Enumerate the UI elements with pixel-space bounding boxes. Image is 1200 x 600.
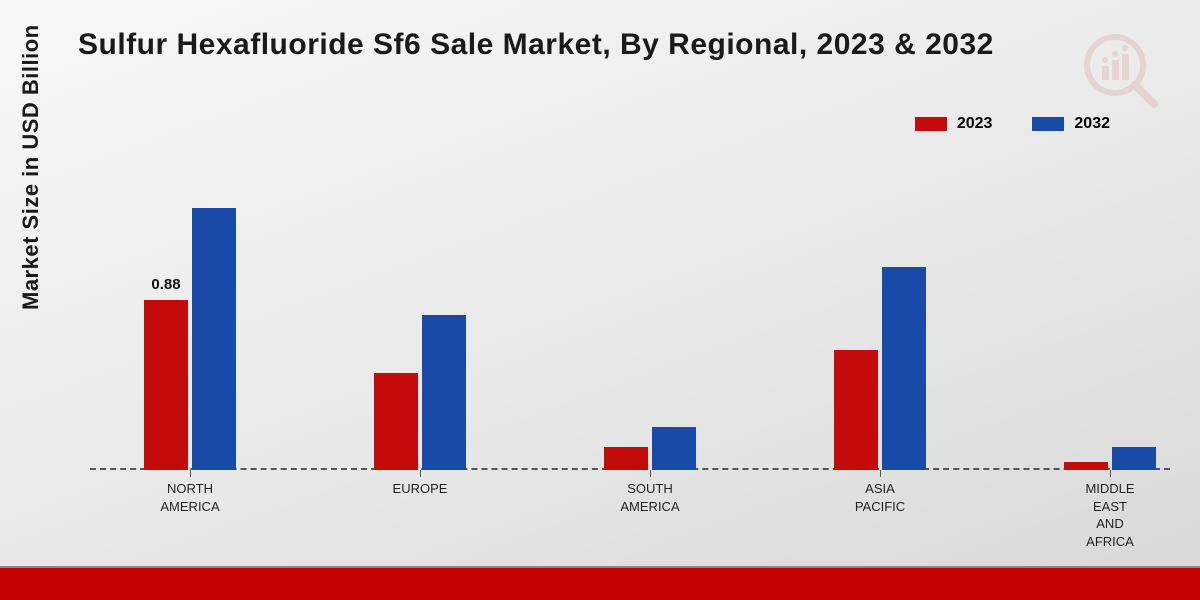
x-label-asia_pacific: ASIA PACIFIC bbox=[855, 480, 905, 515]
x-label-europe: EUROPE bbox=[393, 480, 448, 498]
bar-group-south_america: SOUTH AMERICA bbox=[590, 427, 710, 470]
y-axis-label: Market Size in USD Billion bbox=[18, 24, 44, 310]
bar-2023-mea bbox=[1064, 462, 1108, 470]
x-tick bbox=[420, 470, 421, 477]
bar-2023-europe bbox=[374, 373, 418, 470]
watermark-logo bbox=[1080, 30, 1160, 115]
bar-group-mea: MIDDLE EAST AND AFRICA bbox=[1050, 447, 1170, 470]
bar-2032-mea bbox=[1112, 447, 1156, 470]
legend: 2023 2032 bbox=[915, 115, 1110, 133]
x-tick bbox=[650, 470, 651, 477]
legend-swatch-2032 bbox=[1032, 117, 1064, 131]
page-title: Sulfur Hexafluoride Sf6 Sale Market, By … bbox=[78, 28, 994, 62]
bar-2032-north_america bbox=[192, 208, 236, 470]
bar-group-europe: EUROPE bbox=[360, 315, 480, 470]
x-label-north_america: NORTH AMERICA bbox=[160, 480, 219, 515]
bar-2023-south_america bbox=[604, 447, 648, 470]
bar-2032-asia_pacific bbox=[882, 267, 926, 470]
chart-plot-area: 0.88NORTH AMERICA EUROPE SOUTH AMERICA ASIA… bbox=[90, 160, 1170, 470]
x-tick bbox=[880, 470, 881, 477]
legend-item-2032: 2032 bbox=[1032, 115, 1110, 133]
x-label-mea: MIDDLE EAST AND AFRICA bbox=[1085, 480, 1134, 550]
bar-group-asia_pacific: ASIA PACIFIC bbox=[820, 267, 940, 470]
x-tick bbox=[1110, 470, 1111, 477]
x-tick bbox=[190, 470, 191, 477]
bar-2032-europe bbox=[422, 315, 466, 470]
legend-item-2023: 2023 bbox=[915, 115, 993, 133]
bar-2032-south_america bbox=[652, 427, 696, 470]
legend-label-2023: 2023 bbox=[957, 115, 993, 133]
footer-strip bbox=[0, 568, 1200, 600]
bar-group-north_america: 0.88NORTH AMERICA bbox=[130, 208, 250, 470]
x-label-south_america: SOUTH AMERICA bbox=[620, 480, 679, 515]
legend-swatch-2023 bbox=[915, 117, 947, 131]
bar-2023-north_america: 0.88 bbox=[144, 300, 188, 471]
bar-2023-asia_pacific bbox=[834, 350, 878, 470]
bar-value-label: 0.88 bbox=[151, 276, 180, 293]
legend-label-2032: 2032 bbox=[1074, 115, 1110, 133]
